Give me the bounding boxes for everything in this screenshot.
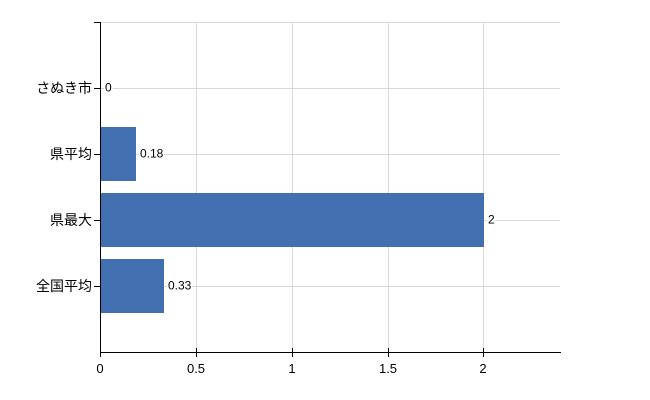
x-axis-tick-label: 1.5 bbox=[378, 361, 398, 376]
bar bbox=[101, 127, 136, 181]
gridline-vertical bbox=[292, 22, 293, 352]
y-axis-tick bbox=[94, 220, 100, 221]
gridline-horizontal bbox=[100, 286, 560, 287]
category-label: 県平均 bbox=[50, 146, 92, 162]
gridline-vertical bbox=[196, 22, 197, 352]
gridline-horizontal bbox=[100, 22, 560, 23]
x-axis-tick bbox=[292, 348, 293, 357]
y-axis-tick bbox=[94, 88, 100, 89]
gridline-horizontal bbox=[100, 88, 560, 89]
y-axis-tick bbox=[94, 154, 100, 155]
x-axis bbox=[100, 352, 561, 353]
gridline-vertical bbox=[388, 22, 389, 352]
x-axis-tick bbox=[196, 348, 197, 357]
x-axis-tick-label: 0.5 bbox=[186, 361, 206, 376]
x-axis-tick bbox=[100, 348, 101, 357]
category-label: 県最大 bbox=[50, 212, 92, 228]
x-axis-tick-label: 0 bbox=[96, 361, 104, 376]
category-label: 全国平均 bbox=[36, 278, 92, 294]
y-axis bbox=[100, 22, 101, 353]
bar-value-label: 2 bbox=[487, 212, 496, 227]
y-axis-tick bbox=[94, 22, 100, 23]
category-label: さぬき市 bbox=[36, 80, 92, 96]
x-axis-tick bbox=[483, 348, 484, 357]
x-axis-tick-label: 1 bbox=[288, 361, 296, 376]
bar bbox=[101, 193, 484, 247]
bar-value-label: 0.18 bbox=[139, 146, 165, 161]
gridline-vertical bbox=[483, 22, 484, 352]
x-axis-tick-label: 2 bbox=[479, 361, 487, 376]
x-axis-tick bbox=[388, 348, 389, 357]
y-axis-tick bbox=[94, 286, 100, 287]
gridline-horizontal bbox=[100, 154, 560, 155]
bar-value-label: 0.33 bbox=[167, 278, 193, 293]
bar-value-label: 0 bbox=[104, 80, 113, 95]
bar bbox=[101, 259, 164, 313]
